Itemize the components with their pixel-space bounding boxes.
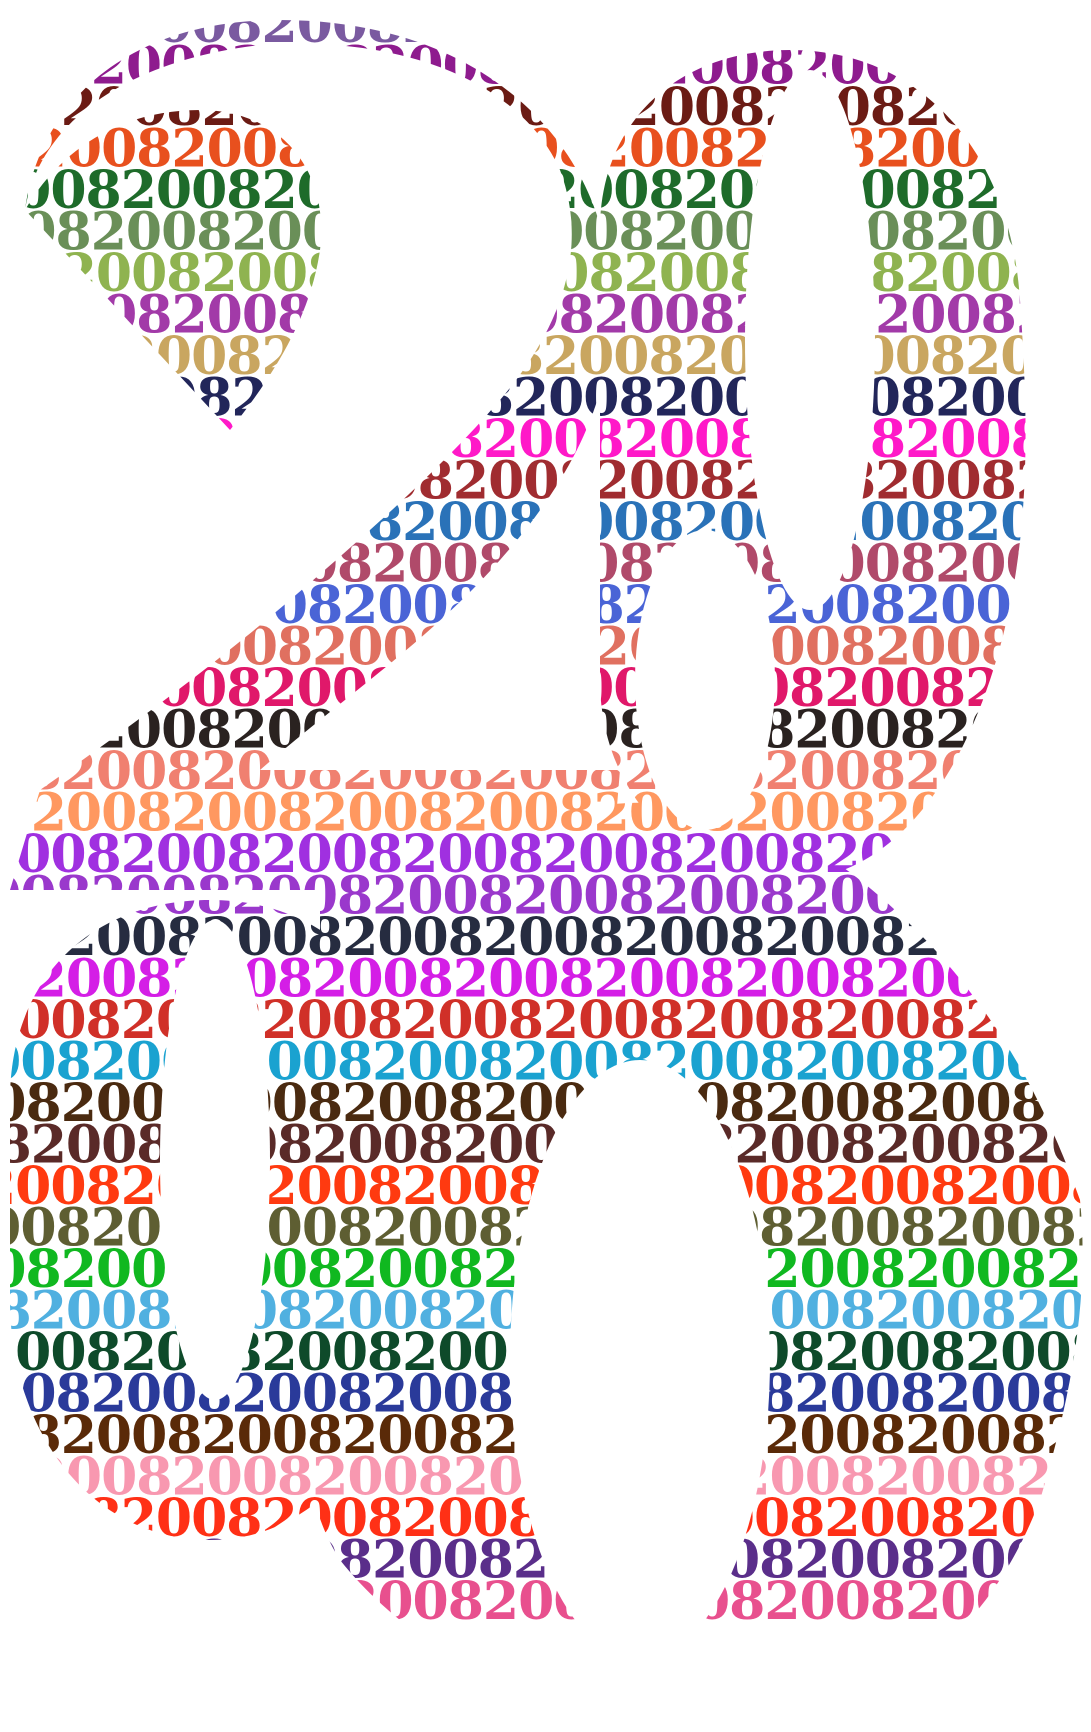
zero-bottom-counter bbox=[160, 920, 270, 1400]
digit-counters bbox=[160, 70, 875, 1660]
text-row: 2008200820082008200820082008200820082008… bbox=[0, 326, 1091, 387]
eight-upper-counter bbox=[635, 530, 775, 830]
eight-lower-counter bbox=[510, 1060, 770, 1660]
zero-top-counter bbox=[745, 70, 875, 610]
